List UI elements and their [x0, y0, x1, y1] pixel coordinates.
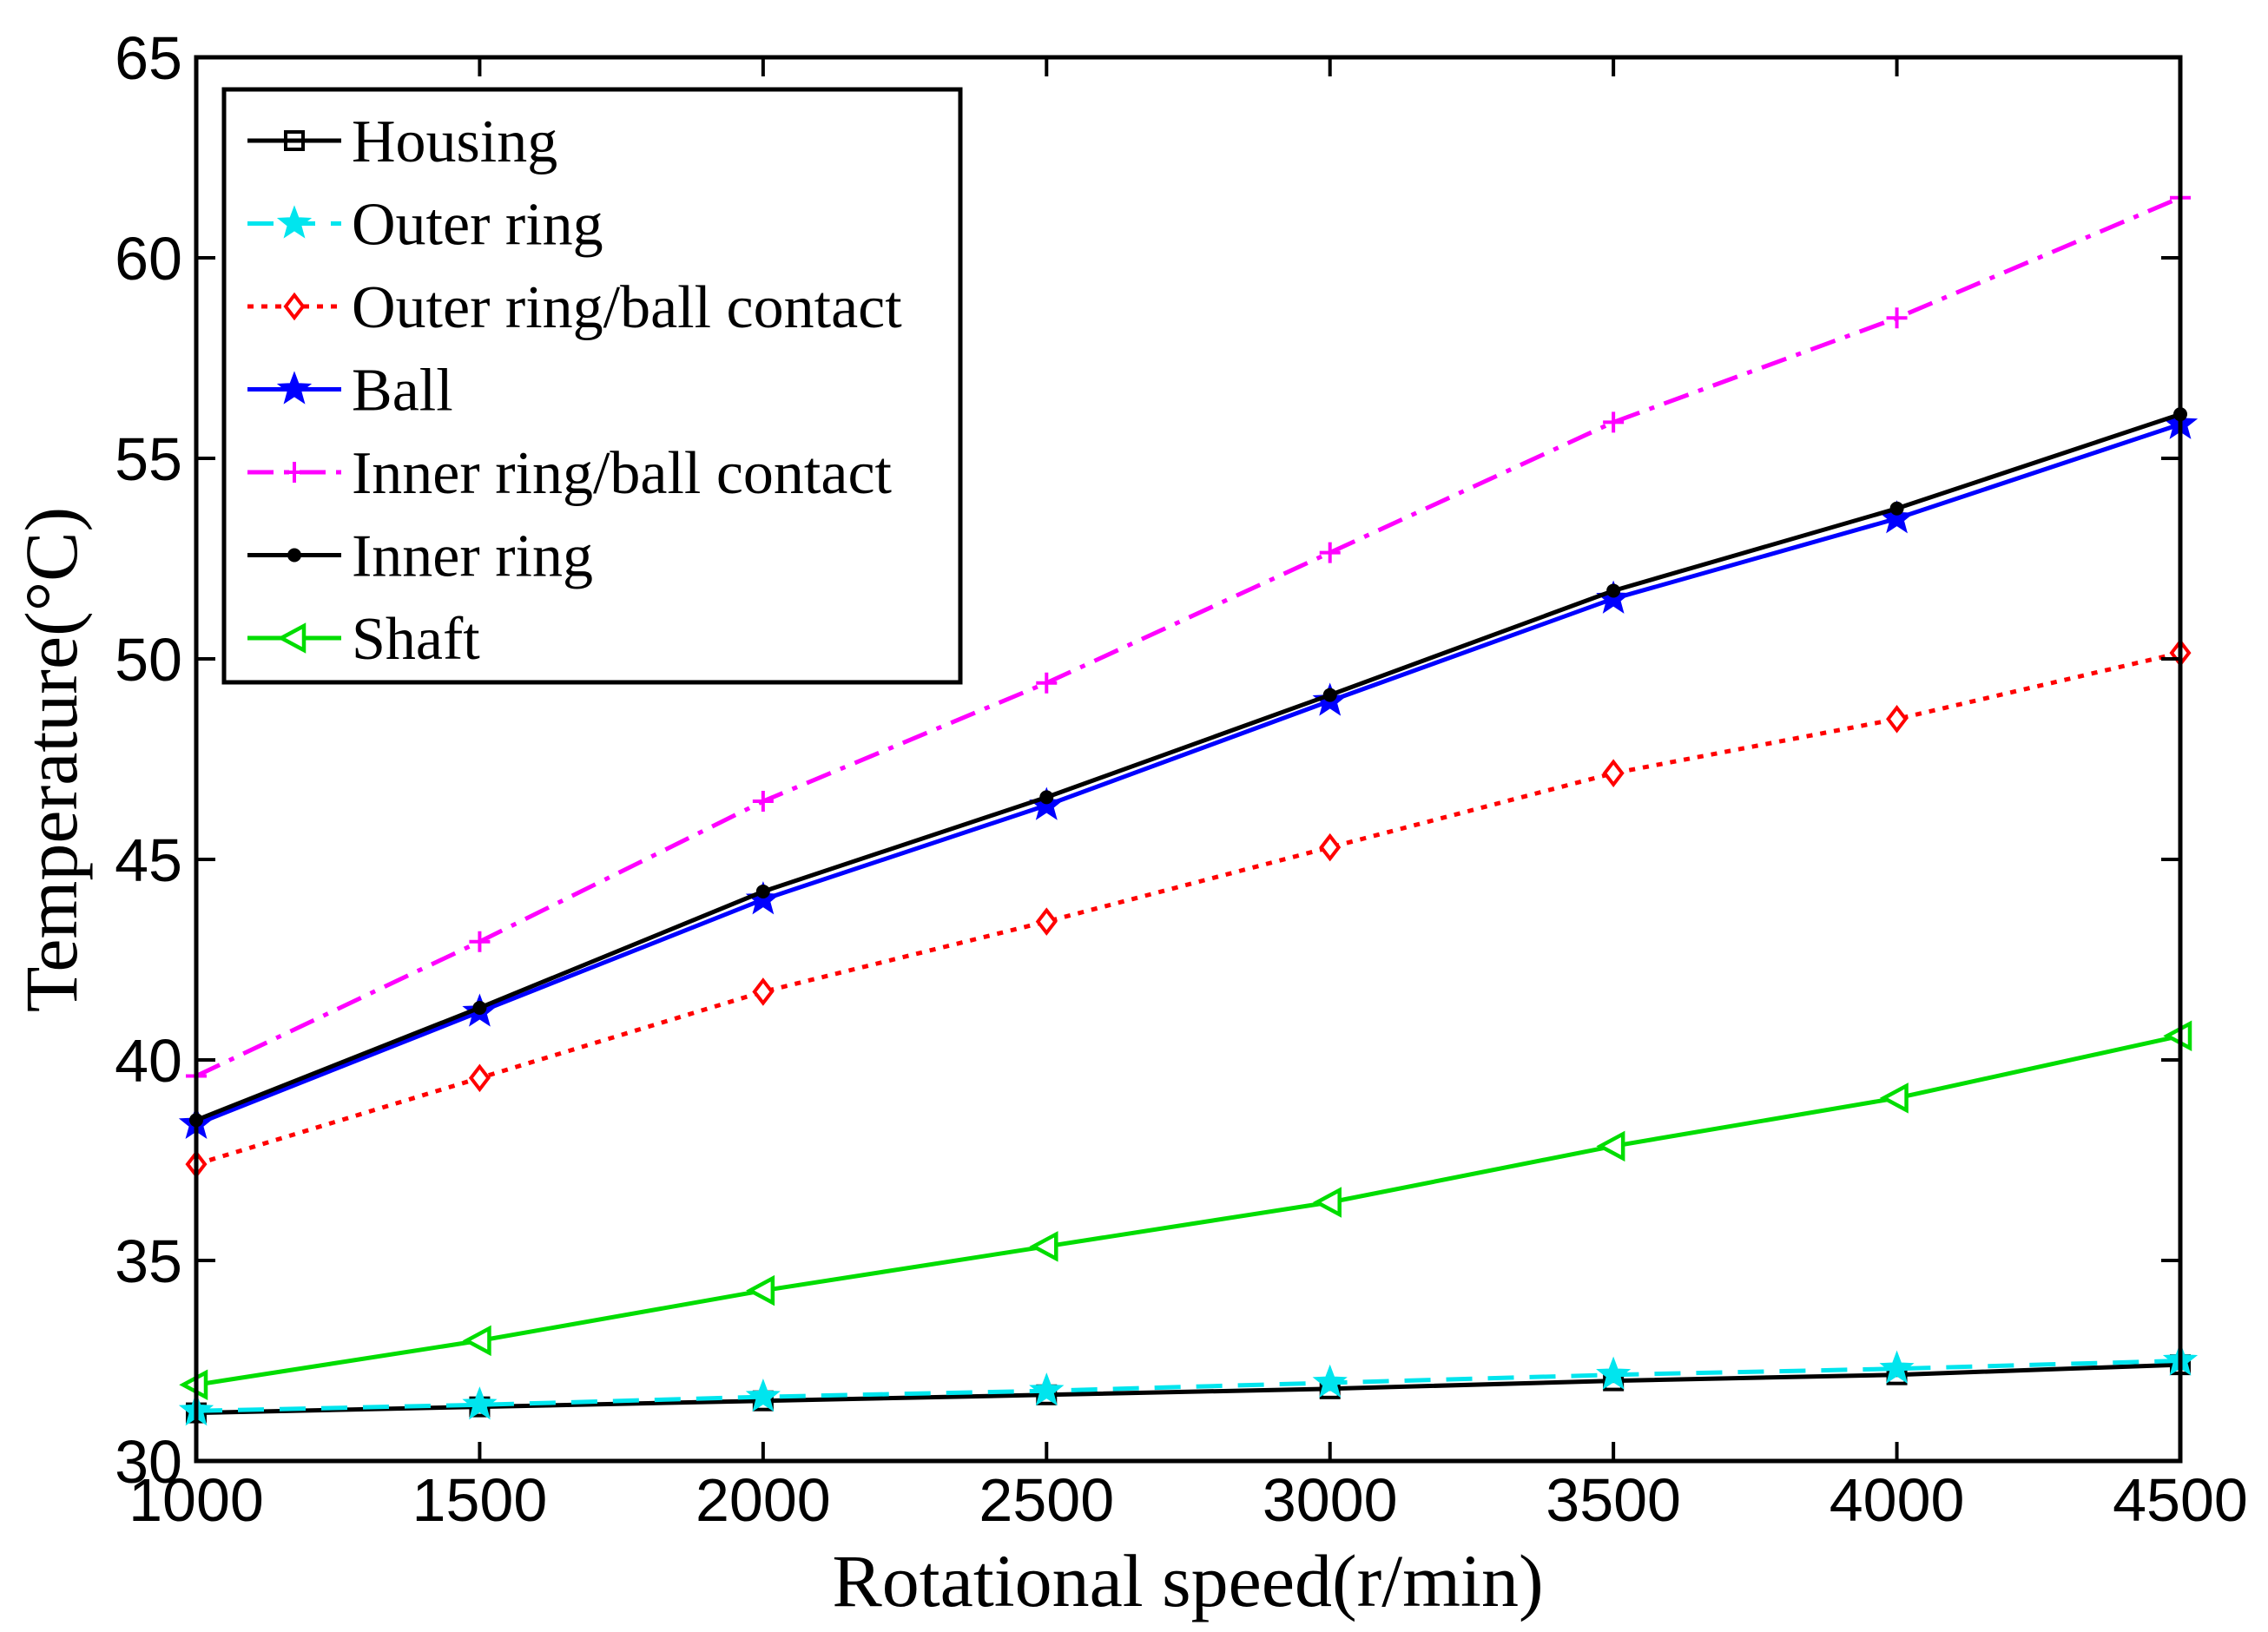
x-tick-label: 3000: [1263, 1466, 1398, 1534]
data-point-shaft: [1312, 1187, 1342, 1218]
data-point-outer-ring: [1029, 1372, 1065, 1406]
legend-marker: [287, 548, 301, 563]
series-line-outer-ring-ball-contact: [195, 650, 2181, 1167]
data-point-inner-ring: [472, 1000, 487, 1015]
data-point-inner-ring-ball-contact: [1036, 672, 1058, 694]
data-point-shaft: [1879, 1083, 1909, 1114]
series-layer: [178, 187, 2199, 1426]
legend-label: Outer ring/ball contact: [352, 274, 902, 341]
plot-frame: [194, 55, 2183, 1464]
data-point-inner-ring-ball-contact: [469, 931, 491, 952]
x-tick-label: 1500: [412, 1466, 548, 1534]
x-tick-label: 3500: [1546, 1466, 1681, 1534]
data-point-outer-ring-ball-contact: [1035, 907, 1058, 936]
y-tick-label: 40: [115, 1027, 182, 1095]
legend-marker: [283, 292, 306, 321]
data-point-outer-ring: [1879, 1350, 1915, 1384]
legend-label: Housing: [352, 109, 557, 175]
y-tick-label: 45: [115, 826, 182, 894]
y-tick-label: 50: [115, 626, 182, 694]
legend-label: Shaft: [352, 606, 480, 673]
data-point-inner-ring: [1322, 688, 1337, 702]
data-point-inner-ring-ball-contact: [1603, 411, 1625, 433]
data-point-outer-ring-ball-contact: [752, 977, 775, 1006]
data-point-outer-ring: [745, 1378, 781, 1412]
legend: Housing Outer ring Outer ring/ball contact…: [221, 87, 963, 685]
data-point-inner-ring-ball-contact: [1319, 542, 1341, 563]
data-point-inner-ring: [1889, 501, 1904, 516]
series-line-ball: [195, 422, 2181, 1127]
legend-label: Inner ring: [352, 523, 593, 590]
legend-item-outer-ring-ball-contact: Outer ring/ball contact: [247, 274, 902, 341]
y-tick-label: 55: [115, 425, 182, 493]
data-point-outer-ring-ball-contact: [1602, 759, 1625, 787]
data-point-shaft: [462, 1325, 491, 1357]
legend-item-outer-ring: Outer ring: [247, 192, 603, 259]
data-point-inner-ring: [1606, 583, 1621, 598]
legend-item-shaft: Shaft: [247, 606, 480, 673]
legend-marker: [276, 371, 313, 405]
data-point-outer-ring-ball-contact: [468, 1063, 491, 1093]
legend-label: Inner ring/ball contact: [352, 440, 893, 507]
legend-item-inner-ring-ball-contact: Inner ring/ball contact: [247, 440, 893, 507]
y-tick-label: 30: [115, 1428, 182, 1496]
legend-marker: [284, 130, 305, 151]
data-point-inner-ring-ball-contact: [752, 791, 774, 813]
y-tick-label: 35: [115, 1227, 182, 1295]
data-point-inner-ring: [755, 884, 770, 898]
data-point-inner-ring-ball-contact: [1886, 307, 1908, 329]
x-tick-label: 2000: [696, 1466, 831, 1534]
legend-item-housing: Housing: [247, 109, 557, 175]
x-tick-label: 1000: [129, 1466, 264, 1534]
x-tick-label: 2500: [979, 1466, 1114, 1534]
axis-ticks: 1000 1500 2000 2500 3000 3500 4000 4500 30 35 40 45…: [115, 24, 2248, 1534]
legend-marker: [276, 205, 313, 239]
x-axis-title: Rotational speed(r/min): [832, 1539, 1543, 1622]
legend-marker: [284, 462, 305, 483]
x-tick-label: 4500: [2113, 1466, 2248, 1534]
legend-box: [221, 87, 963, 685]
y-axis-title: Temperature(°C): [10, 507, 93, 1012]
series-line-shaft: [195, 1033, 2181, 1387]
series-line-housing: [195, 1362, 2181, 1416]
legend-item-inner-ring: Inner ring: [247, 523, 593, 590]
data-point-shaft: [746, 1274, 775, 1306]
data-point-outer-ring: [462, 1386, 498, 1420]
legend-item-ball: Ball: [247, 358, 453, 424]
series-inner-ring: [189, 407, 2187, 1128]
legend-label: Outer ring: [352, 192, 603, 259]
x-tick-label: 4000: [1830, 1466, 1965, 1534]
legend-marker: [277, 622, 307, 654]
data-point-outer-ring: [1596, 1356, 1632, 1390]
y-tick-label: 60: [115, 225, 182, 293]
data-point-shaft: [1596, 1130, 1625, 1162]
data-point-outer-ring: [1312, 1364, 1348, 1398]
data-point-inner-ring: [1039, 790, 1054, 805]
series-line-inner-ring-ball-contact: [194, 195, 2181, 1078]
data-point-outer-ring-ball-contact: [1886, 705, 1909, 734]
data-point-outer-ring-ball-contact: [1319, 832, 1342, 862]
legend-label: Ball: [352, 358, 453, 424]
series-line-inner-ring: [195, 411, 2181, 1122]
y-tick-label: 65: [115, 24, 182, 92]
data-point-shaft: [1029, 1231, 1058, 1262]
